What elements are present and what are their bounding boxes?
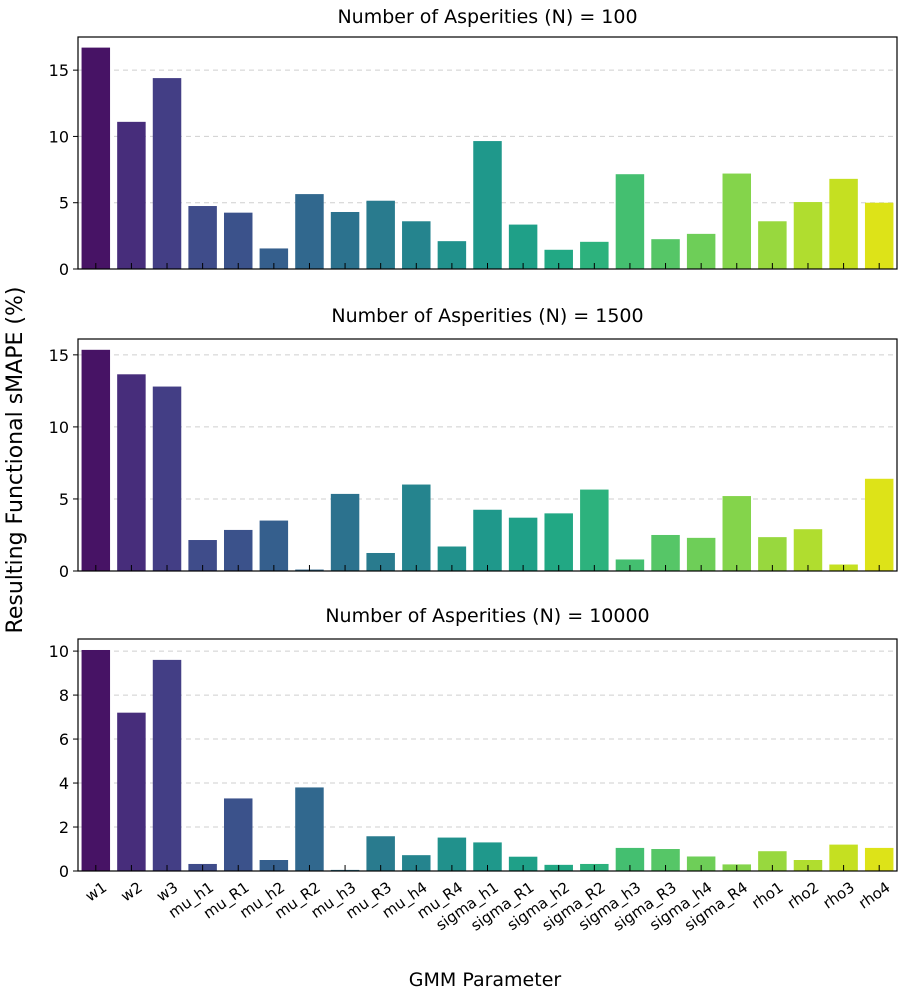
chart-title: Number of Asperities (N) = 1500 bbox=[331, 305, 643, 327]
chart-panel: Number of Asperities (N) = 100 0 5 10 15 bbox=[49, 6, 898, 279]
axes-frame bbox=[77, 338, 898, 572]
bar bbox=[829, 178, 858, 269]
y-tick-label: 6 bbox=[59, 730, 69, 749]
y-tick-label: 2 bbox=[59, 818, 69, 837]
y-tick-label: 10 bbox=[49, 642, 69, 661]
y-tick-label: 15 bbox=[49, 61, 69, 80]
bar bbox=[223, 212, 253, 269]
bar bbox=[330, 211, 360, 269]
bar bbox=[544, 513, 573, 571]
bar bbox=[81, 649, 111, 871]
bar bbox=[544, 249, 573, 269]
y-tick-label: 10 bbox=[49, 127, 69, 146]
x-axis-label: GMM Parameter bbox=[409, 969, 562, 991]
bar bbox=[152, 659, 182, 871]
bar bbox=[864, 847, 894, 871]
bar bbox=[758, 851, 787, 871]
bar bbox=[864, 202, 894, 269]
bar bbox=[580, 489, 609, 571]
bar bbox=[508, 224, 538, 269]
bar bbox=[366, 200, 395, 269]
bar bbox=[615, 847, 645, 871]
chart-panel: Number of Asperities (N) = 10000 0 2 4 6 8 10 w… bbox=[49, 605, 898, 935]
bar bbox=[402, 221, 431, 269]
bar bbox=[473, 509, 502, 571]
bar bbox=[259, 520, 289, 571]
axes-frame bbox=[77, 36, 898, 270]
bar bbox=[223, 798, 253, 871]
y-tick-label: 10 bbox=[49, 418, 69, 437]
x-tick-label: rho1 bbox=[748, 878, 786, 912]
y-tick-label: 5 bbox=[59, 194, 69, 213]
bar bbox=[651, 534, 680, 571]
chart-panel: Number of Asperities (N) = 1500 0 5 10 15 bbox=[49, 305, 898, 581]
bar bbox=[188, 206, 217, 269]
x-tick-label: w2 bbox=[118, 878, 146, 905]
chart-title: Number of Asperities (N) = 100 bbox=[337, 6, 637, 28]
bar bbox=[81, 349, 111, 571]
y-tick-label: 0 bbox=[59, 260, 69, 279]
bar bbox=[722, 173, 752, 269]
bar bbox=[223, 529, 253, 571]
axes-frame bbox=[77, 638, 898, 872]
x-tick-label: rho2 bbox=[784, 878, 822, 912]
bar bbox=[330, 493, 360, 571]
bar bbox=[722, 496, 752, 571]
y-axis-label: Resulting Functional sMAPE (%) bbox=[3, 287, 28, 634]
chart-title: Number of Asperities (N) = 10000 bbox=[325, 605, 649, 627]
bar bbox=[81, 47, 111, 269]
x-tick-label: rho3 bbox=[820, 878, 858, 912]
bar bbox=[402, 484, 431, 571]
bar bbox=[651, 849, 680, 871]
bar bbox=[259, 248, 289, 269]
y-tick-label: 15 bbox=[49, 346, 69, 365]
bar bbox=[117, 712, 146, 871]
bar bbox=[758, 221, 787, 269]
bar bbox=[473, 141, 502, 269]
bar bbox=[793, 202, 823, 269]
y-tick-label: 8 bbox=[59, 686, 69, 705]
bar bbox=[366, 552, 395, 571]
bar bbox=[295, 194, 324, 269]
bar bbox=[152, 386, 182, 571]
x-tick-label: rho4 bbox=[855, 878, 893, 912]
y-tick-label: 5 bbox=[59, 490, 69, 509]
bar bbox=[508, 517, 538, 571]
bar bbox=[793, 529, 823, 571]
bar bbox=[117, 374, 146, 571]
bar bbox=[864, 478, 894, 571]
bar bbox=[508, 856, 538, 871]
bar bbox=[615, 174, 645, 269]
y-tick-label: 0 bbox=[59, 862, 69, 881]
x-tick-label: w1 bbox=[82, 878, 110, 905]
y-tick-label: 0 bbox=[59, 562, 69, 581]
bar bbox=[295, 787, 324, 871]
bar bbox=[152, 78, 182, 270]
bar bbox=[117, 121, 146, 270]
bar bbox=[402, 855, 431, 871]
y-tick-label: 4 bbox=[59, 774, 69, 793]
bar bbox=[686, 856, 716, 871]
